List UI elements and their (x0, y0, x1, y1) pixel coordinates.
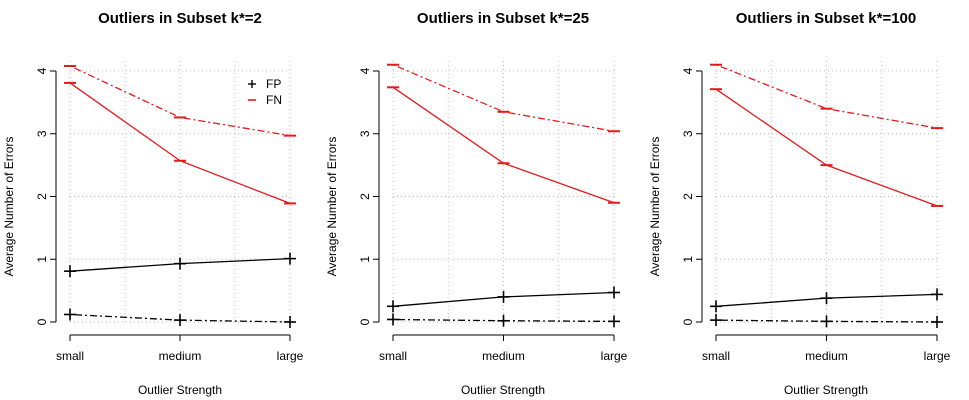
x-axis-label: Outlier Strength (461, 383, 545, 397)
chart-title: Outliers in Subset k*=100 (736, 10, 917, 27)
y-axis-label: Average Number of Errors (648, 137, 662, 277)
chart-title: Outliers in Subset k*=2 (98, 10, 262, 27)
chart-title: Outliers in Subset k*=25 (417, 10, 589, 27)
y-tick-label: 1 (358, 256, 372, 263)
y-tick-label: 4 (358, 67, 372, 74)
y-tick-label: 3 (681, 130, 695, 137)
y-tick-label: 2 (681, 193, 695, 200)
y-tick-label: 3 (35, 130, 49, 137)
y-tick-label: 2 (35, 193, 49, 200)
x-tick-label: small (379, 349, 407, 363)
chart-panel-1: Outliers in Subset k*=2 0 1 2 3 4 Average Numb… (2, 10, 304, 397)
y-tick-label: 4 (35, 67, 49, 74)
series-line-1 (715, 64, 938, 129)
x-tick-label: large (601, 349, 628, 363)
y-axis-label: Average Number of Errors (325, 137, 339, 277)
y-tick-label: 0 (358, 318, 372, 325)
y-tick-label: 0 (35, 318, 49, 325)
y-tick-label: 3 (358, 130, 372, 137)
y-tick-label: 4 (681, 67, 695, 74)
y-tick-label: 1 (681, 256, 695, 263)
y-axis-label: Average Number of Errors (2, 137, 16, 277)
y-tick-label: 1 (35, 256, 49, 263)
x-tick-label: large (924, 349, 951, 363)
x-tick-label: small (702, 349, 730, 363)
x-axis-label: Outlier Strength (138, 383, 222, 397)
series-line-2 (715, 88, 938, 207)
y-tick-label: 2 (358, 193, 372, 200)
legend-label-fp: FP (266, 77, 281, 91)
chart-panel-3: Outliers in Subset k*=100 0 1 2 3 4 Average Nu… (648, 10, 951, 397)
x-tick-label: medium (482, 349, 525, 363)
y-tick-label: 0 (681, 318, 695, 325)
x-tick-label: small (56, 349, 84, 363)
x-tick-label: medium (805, 349, 848, 363)
x-tick-label: large (277, 349, 304, 363)
legend-label-fn: FN (266, 93, 282, 107)
chart-panel-2: Outliers in Subset k*=25 0 1 2 3 4 Average Num… (325, 10, 628, 397)
x-axis-label: Outlier Strength (784, 383, 868, 397)
x-tick-label: medium (159, 349, 202, 363)
